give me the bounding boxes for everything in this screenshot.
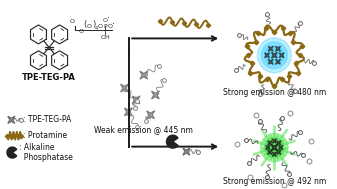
Text: TPE-TEG-PA: TPE-TEG-PA xyxy=(22,73,76,82)
Polygon shape xyxy=(268,141,272,145)
Text: : TPE-TEG-PA: : TPE-TEG-PA xyxy=(23,115,71,124)
Text: : Alkaline
  Phosphatase: : Alkaline Phosphatase xyxy=(19,143,73,162)
Polygon shape xyxy=(125,108,132,116)
Polygon shape xyxy=(132,96,140,104)
Text: O: O xyxy=(108,25,113,29)
Text: O: O xyxy=(70,19,75,23)
Polygon shape xyxy=(166,135,178,148)
Text: 4: 4 xyxy=(95,26,98,31)
Polygon shape xyxy=(271,144,277,151)
Polygon shape xyxy=(277,150,281,154)
Polygon shape xyxy=(276,46,280,51)
Text: (: ( xyxy=(83,20,86,29)
Text: O: O xyxy=(103,18,108,22)
Polygon shape xyxy=(7,147,17,158)
Polygon shape xyxy=(272,152,276,156)
Text: O: O xyxy=(86,25,91,29)
Polygon shape xyxy=(266,146,270,150)
Polygon shape xyxy=(268,150,272,154)
Polygon shape xyxy=(279,53,284,58)
Polygon shape xyxy=(277,141,281,145)
Text: Strong emission @ 492 nm: Strong emission @ 492 nm xyxy=(223,177,326,186)
Polygon shape xyxy=(8,116,15,123)
Text: ·: · xyxy=(112,19,115,29)
Text: O: O xyxy=(79,29,84,34)
Circle shape xyxy=(261,133,288,162)
Polygon shape xyxy=(265,53,269,58)
Text: Strong emission @ 480 nm: Strong emission @ 480 nm xyxy=(223,88,326,97)
Polygon shape xyxy=(268,46,273,51)
Text: Weak emission @ 445 nm: Weak emission @ 445 nm xyxy=(94,125,193,134)
Polygon shape xyxy=(279,146,283,150)
Polygon shape xyxy=(272,53,277,58)
Polygon shape xyxy=(121,84,128,92)
Text: ): ) xyxy=(92,20,95,29)
Polygon shape xyxy=(268,59,273,64)
Text: OH: OH xyxy=(100,35,110,40)
Polygon shape xyxy=(147,111,154,119)
Circle shape xyxy=(257,38,291,73)
Text: : Protamine: : Protamine xyxy=(23,131,67,140)
Circle shape xyxy=(265,138,284,157)
Polygon shape xyxy=(272,139,276,143)
Text: P: P xyxy=(103,25,107,29)
Polygon shape xyxy=(140,71,148,79)
Text: O: O xyxy=(98,25,103,29)
Polygon shape xyxy=(152,91,159,99)
Polygon shape xyxy=(276,59,280,64)
Text: ·: · xyxy=(106,14,110,23)
Circle shape xyxy=(265,46,283,65)
Polygon shape xyxy=(183,148,190,155)
Circle shape xyxy=(261,42,287,69)
